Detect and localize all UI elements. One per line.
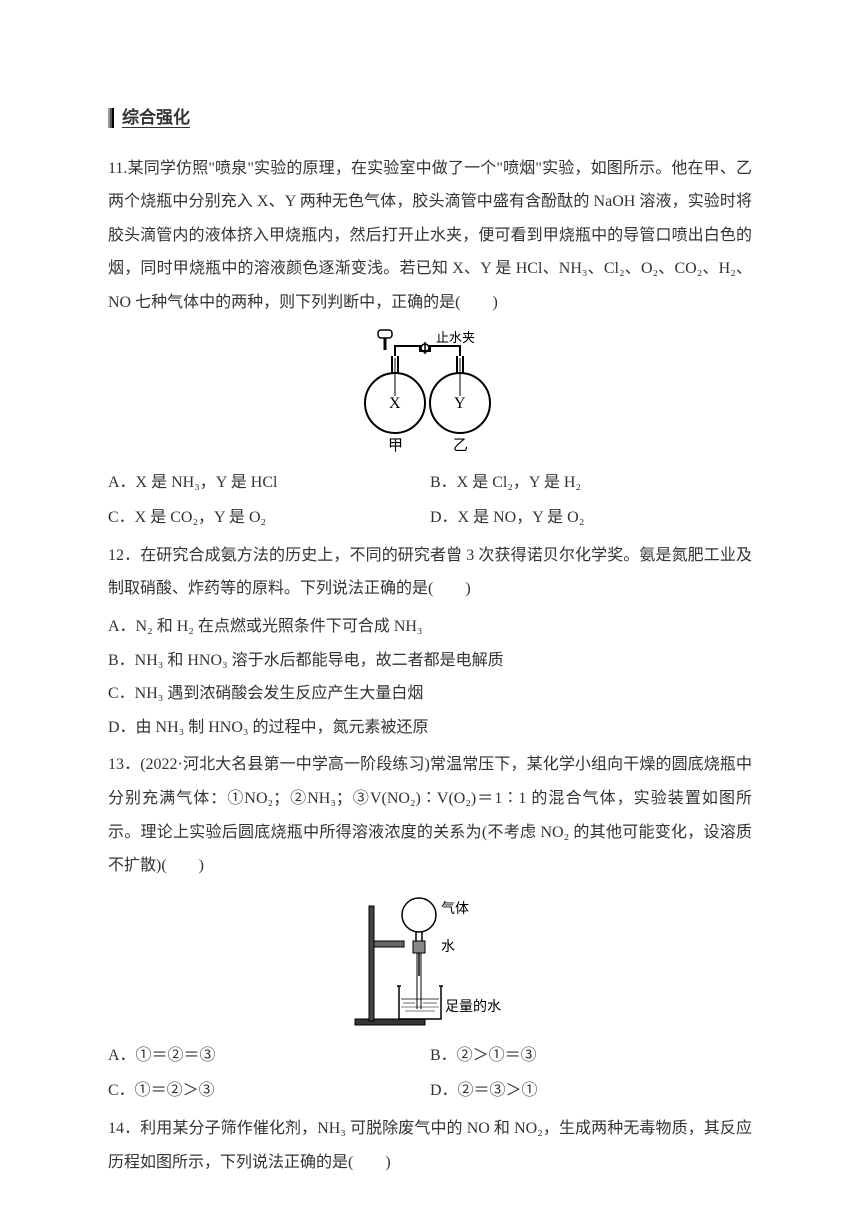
q12-optD: D．由 NH₃ 制 HNO₃ 的过程中，氮元素被还原 (108, 711, 752, 745)
flask-jia-label: 甲 (388, 438, 403, 454)
q12-text: 12．在研究合成氨方法的历史上，不同的研究者曾 3 次获得诺贝尔化学奖。氨是氮肥… (108, 539, 752, 606)
water-label: 水 (441, 939, 455, 955)
stopcock-label: 止水夹 (436, 330, 475, 345)
flask-x-label: X (389, 395, 401, 412)
flask-diagram-icon: 止水夹 X 甲 Y 乙 (350, 328, 510, 458)
q13-figure: 气体 水 足量的水 (108, 891, 752, 1031)
apparatus-diagram-icon: 气体 水 足量的水 (345, 891, 515, 1031)
q12-optB: B．NH₃ 和 HNO₃ 溶于水后都能导电，故二者都是电解质 (108, 644, 752, 678)
q13-text: 13．(2022·河北大名县第一中学高一阶段练习)常温常压下，某化学小组向干燥的… (108, 748, 752, 882)
q13-optA: A．①＝②＝③ (108, 1039, 430, 1073)
q11-options-row2: C．X 是 CO₂，Y 是 O₂ D．X 是 NO，Y 是 O₂ (108, 501, 752, 535)
q11-optC: C．X 是 CO₂，Y 是 O₂ (108, 501, 430, 535)
q13-optD: D．②＝③＞① (430, 1074, 752, 1108)
q13-optC: C．①＝②＞③ (108, 1074, 430, 1108)
section-title: 综合强化 (122, 100, 190, 136)
section-marker-icon (108, 108, 114, 128)
question-14: 14．利用某分子筛作催化剂，NH₃ 可脱除废气中的 NO 和 NO₂，生成两种无… (108, 1112, 752, 1179)
question-12: 12．在研究合成氨方法的历史上，不同的研究者曾 3 次获得诺贝尔化学奖。氨是氮肥… (108, 539, 752, 745)
q11-optD: D．X 是 NO，Y 是 O₂ (430, 501, 752, 535)
water2-label: 足量的水 (445, 999, 501, 1015)
q11-text: 11.某同学仿照"喷泉"实验的原理，在实验室中做了一个"喷烟"实验，如图所示。他… (108, 152, 752, 320)
section-header: 综合强化 (108, 100, 752, 136)
q11-optB: B．X 是 Cl₂，Y 是 H₂ (430, 466, 752, 500)
question-13: 13．(2022·河北大名县第一中学高一阶段练习)常温常压下，某化学小组向干燥的… (108, 748, 752, 1108)
question-11: 11.某同学仿照"喷泉"实验的原理，在实验室中做了一个"喷烟"实验，如图所示。他… (108, 152, 752, 535)
q11-figure: 止水夹 X 甲 Y 乙 (108, 328, 752, 458)
q13-options-row1: A．①＝②＝③ B．②＞①＝③ (108, 1039, 752, 1073)
q13-optB: B．②＞①＝③ (430, 1039, 752, 1073)
flask-yi-label: 乙 (453, 438, 468, 454)
q11-options-row1: A．X 是 NH₃，Y 是 HCl B．X 是 Cl₂，Y 是 H₂ (108, 466, 752, 500)
q12-optA: A．N₂ 和 H₂ 在点燃或光照条件下可合成 NH₃ (108, 610, 752, 644)
q11-optA: A．X 是 NH₃，Y 是 HCl (108, 466, 430, 500)
gas-label: 气体 (441, 901, 469, 917)
flask-y-label: Y (454, 395, 466, 412)
q12-optC: C．NH₃ 遇到浓硝酸会发生反应产生大量白烟 (108, 677, 752, 711)
q14-text: 14．利用某分子筛作催化剂，NH₃ 可脱除废气中的 NO 和 NO₂，生成两种无… (108, 1112, 752, 1179)
q13-options-row2: C．①＝②＞③ D．②＝③＞① (108, 1074, 752, 1108)
